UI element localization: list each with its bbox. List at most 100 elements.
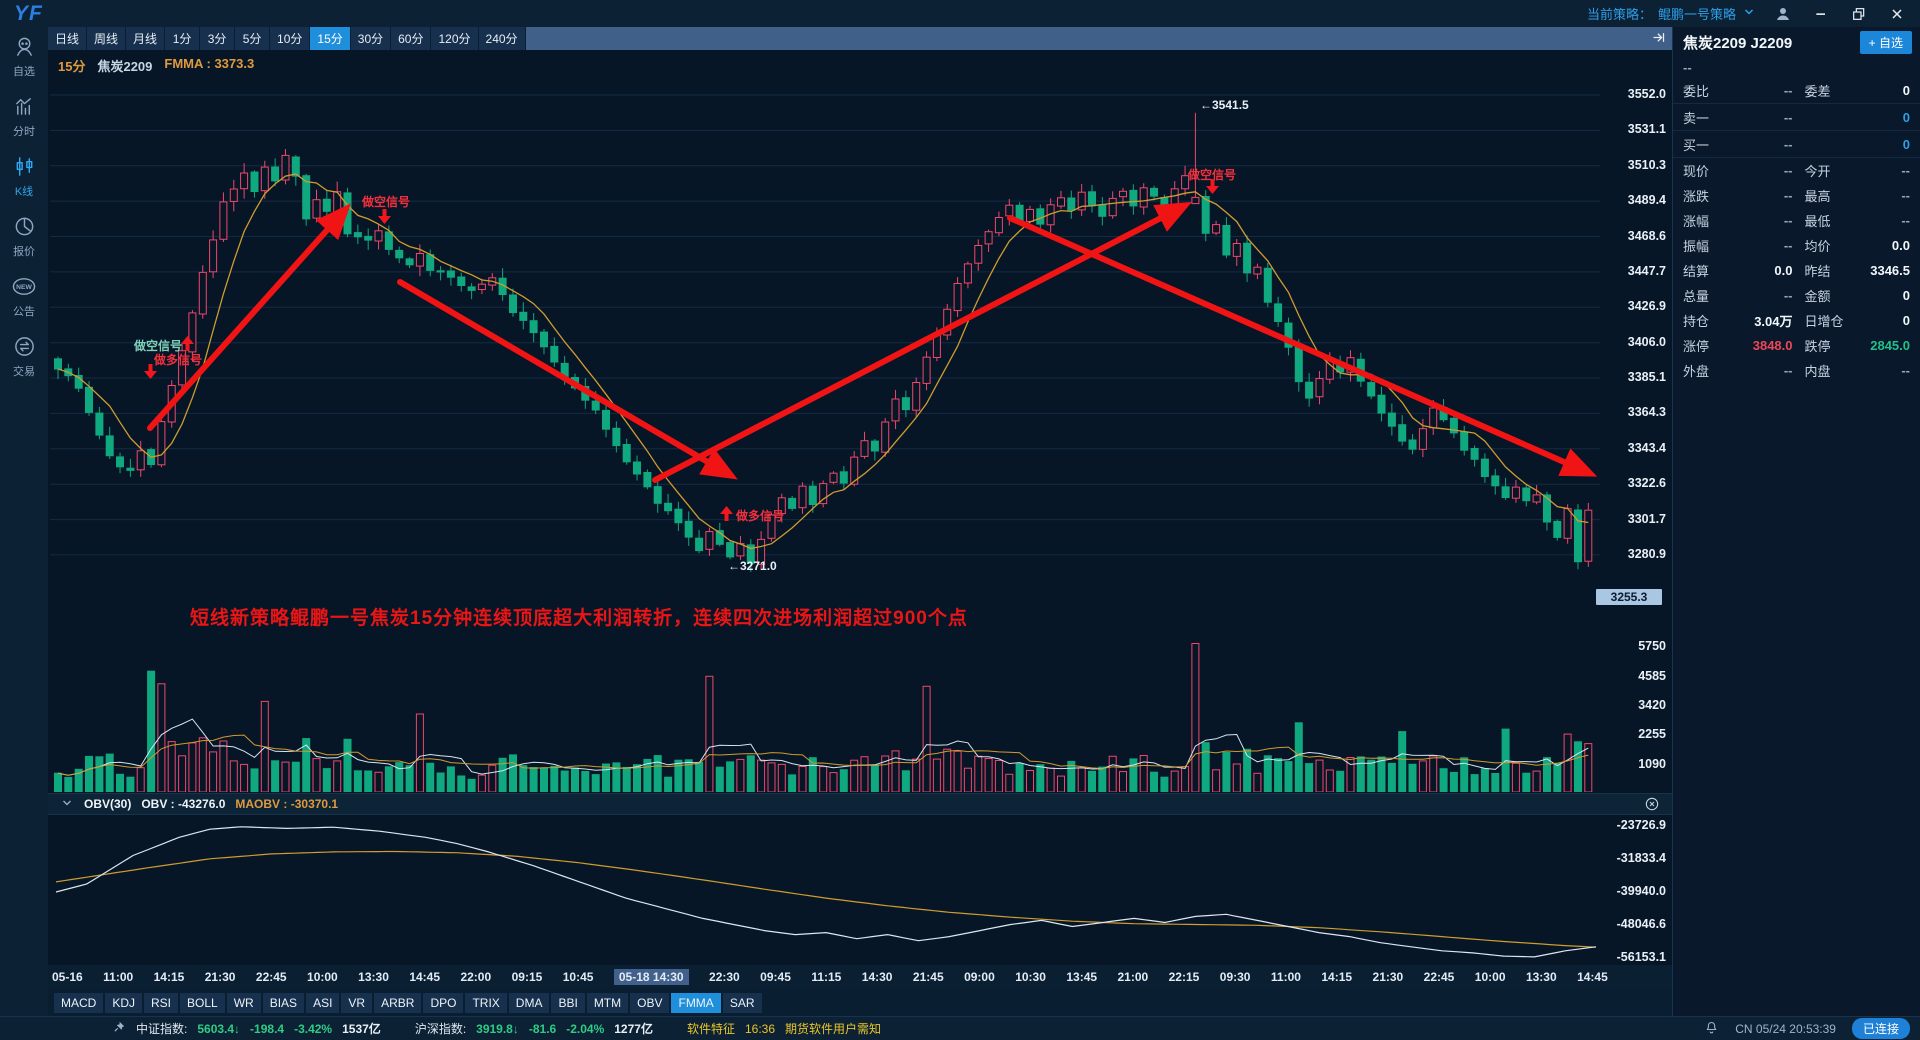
quote-label: 涨停 — [1683, 339, 1710, 354]
timeframe-tab-10分[interactable]: 10分 — [270, 27, 310, 50]
volume-chart[interactable] — [48, 636, 1672, 792]
price-tick: 3322.6 — [1627, 476, 1666, 491]
quote-value: -- — [1783, 82, 1793, 98]
connection-status-badge[interactable]: 已连接 — [1851, 1018, 1910, 1039]
time-label: 14:45 — [1577, 970, 1608, 984]
indicator-tab-BIAS[interactable]: BIAS — [262, 992, 305, 1013]
quote-row-卖一: 卖一 -- 0 — [1673, 104, 1920, 131]
signal-arrow-down-icon — [144, 364, 157, 379]
indicator-tab-BOLL[interactable]: BOLL — [180, 992, 225, 1013]
indicator-tab-VR[interactable]: VR — [341, 992, 373, 1013]
indicator-tab-DPO[interactable]: DPO — [423, 992, 464, 1013]
quote-pie-icon — [13, 215, 36, 241]
indicator-tab-DMA[interactable]: DMA — [508, 992, 550, 1013]
timeframe-tab-30分[interactable]: 30分 — [350, 27, 391, 50]
notice-feature-link[interactable]: 软件特征 — [686, 1022, 735, 1036]
time-label: 13:30 — [358, 970, 389, 984]
indicator-tab-SAR[interactable]: SAR — [722, 992, 762, 1013]
restore-button[interactable] — [1848, 4, 1870, 24]
sidebar-item-自选[interactable]: 自选 — [0, 27, 48, 87]
close-button[interactable] — [1886, 4, 1908, 24]
quote-value: -- — [1783, 238, 1793, 253]
quote-value: 3.04万 — [1754, 314, 1793, 329]
quote-row-涨停: 涨停 3848.0 跌停 2845.0 — [1673, 333, 1920, 358]
price-tick: 3531.1 — [1627, 122, 1666, 137]
add-favorite-button[interactable]: + 自选 — [1859, 30, 1912, 54]
timeframe-tab-5分[interactable]: 5分 — [235, 27, 270, 50]
user-icon[interactable] — [1772, 4, 1794, 24]
time-label: 09:15 — [511, 970, 543, 984]
quote-value: 3346.5 — [1870, 263, 1910, 278]
index2-change: -81.6 — [528, 1021, 557, 1036]
price-tick: 3343.4 — [1627, 440, 1666, 455]
goto-end-icon[interactable] — [1651, 30, 1666, 48]
indicator-tab-KDJ[interactable]: KDJ — [105, 992, 143, 1013]
collapse-icon[interactable] — [60, 797, 74, 812]
minimize-button[interactable] — [1810, 4, 1832, 24]
quote-row-结算: 结算 0.0 昨结 3346.5 — [1673, 258, 1920, 283]
sidebar-item-label: K线 — [14, 186, 34, 198]
time-label: 10:00 — [307, 970, 338, 984]
timeframe-tab-240分[interactable]: 240分 — [478, 27, 525, 50]
quote-row-振幅: 振幅 -- 均价 0.0 — [1673, 233, 1920, 258]
timeframe-tab-3分[interactable]: 3分 — [200, 27, 235, 50]
strategy-selector[interactable]: 当前策略： 鲲鹏一号策略 — [1587, 4, 1756, 23]
quote-row-总量: 总量 -- 金额 0 — [1673, 283, 1920, 308]
quote-row-持仓: 持仓 3.04万 日增仓 0 — [1673, 308, 1920, 333]
notice-user-link[interactable]: 期货软件用户需知 — [785, 1022, 882, 1036]
time-label: 22:45 — [255, 970, 287, 984]
quote-value: 2845.0 — [1870, 338, 1910, 353]
sidebar-item-公告[interactable]: NEW 公告 — [0, 267, 48, 327]
pin-icon[interactable] — [112, 1020, 126, 1037]
indicator-tab-BBI[interactable]: BBI — [551, 992, 585, 1013]
indicator-tab-RSI[interactable]: RSI — [144, 992, 179, 1013]
sidebar-item-label: 报价 — [13, 246, 35, 258]
bell-icon[interactable] — [1704, 1020, 1719, 1038]
close-panel-icon[interactable] — [1644, 796, 1660, 812]
sidebar-item-K线[interactable]: K线 — [0, 147, 48, 207]
quote-row-涨幅: 涨幅 -- 最低 -- — [1673, 208, 1920, 233]
timeframe-tab-周线[interactable]: 周线 — [87, 27, 126, 50]
indicator-tab-ASI[interactable]: ASI — [306, 992, 340, 1013]
quote-label: 结算 — [1683, 264, 1710, 279]
sidebar-item-报价[interactable]: 报价 — [0, 207, 48, 267]
time-label: 11:00 — [103, 970, 134, 984]
timeframe-tab-15分[interactable]: 15分 — [310, 27, 350, 50]
indicator-tab-MACD[interactable]: MACD — [54, 992, 104, 1013]
time-axis: 05-16 11:00 14:15 21:30 22:45 10:00 13:30 14:45… — [48, 965, 1672, 989]
sidebar-item-分时[interactable]: 分时 — [0, 87, 48, 147]
sidebar-item-交易[interactable]: 交易 — [0, 327, 48, 387]
indicator-tab-TRIX[interactable]: TRIX — [465, 992, 507, 1013]
timeframe-tab-1分[interactable]: 1分 — [165, 27, 200, 50]
annotation-banner: 短线新策略鲲鹏一号焦炭15分钟连续顶底超大利润转折，连续四次进场利润超过900个… — [190, 608, 968, 629]
timeframe-tab-月线[interactable]: 月线 — [126, 27, 165, 50]
signal-annotation: 做空信号 — [362, 195, 411, 209]
indicator-tab-OBV[interactable]: OBV — [630, 992, 670, 1013]
quote-value: -- — [1683, 59, 1692, 75]
timeframe-tab-60分[interactable]: 60分 — [391, 27, 431, 50]
quote-label: 委差 — [1804, 83, 1831, 99]
time-label: 13:45 — [1066, 970, 1098, 984]
indicator-tab-MTM[interactable]: MTM — [586, 992, 629, 1013]
indicator-tab-ARBR[interactable]: ARBR — [374, 992, 422, 1013]
volume-tick: 4585 — [1638, 668, 1666, 683]
timeframe-tab-120分[interactable]: 120分 — [431, 27, 478, 50]
quote-row-涨跌: 涨跌 -- 最高 -- — [1673, 183, 1920, 208]
current-price-tag: 3255.3 — [1596, 589, 1662, 605]
quote-value: 0 — [1902, 288, 1910, 303]
indicator-tab-WR[interactable]: WR — [226, 992, 261, 1013]
timeframe-tab-日线[interactable]: 日线 — [48, 27, 87, 50]
time-label: 14:15 — [153, 970, 185, 984]
time-cursor-label: 05-18 14:30 — [613, 969, 689, 985]
indicator-tab-FMMA[interactable]: FMMA — [671, 992, 721, 1013]
kline-chart[interactable] — [48, 75, 1672, 605]
quote-label: 最低 — [1804, 214, 1831, 229]
time-label: 11:15 — [811, 970, 842, 984]
price-tick: 3385.1 — [1627, 370, 1666, 385]
signal-arrow-down-icon — [1206, 179, 1219, 194]
obv-chart[interactable] — [48, 815, 1672, 963]
index1-amount: 1537亿 — [342, 1022, 381, 1036]
quote-value: -- — [1901, 213, 1910, 228]
time-label: 22:15 — [1168, 970, 1200, 984]
index2-price: 3919.8↓ — [476, 1021, 519, 1036]
